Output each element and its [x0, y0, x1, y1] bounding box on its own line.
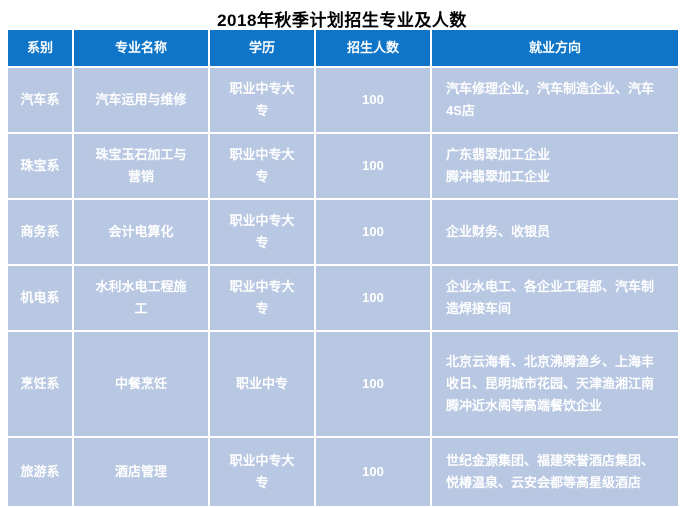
header-cell-employment: 就业方向	[432, 30, 678, 66]
cell-count: 100	[316, 438, 430, 506]
cell-degree: 职业中专大专	[210, 266, 314, 330]
header-cell-dept: 系别	[8, 30, 72, 66]
cell-major: 汽车运用与维修	[74, 68, 208, 132]
cell-employment: 企业水电工、各企业工程部、汽车制造焊接车间	[432, 266, 678, 330]
header-cell-count: 招生人数	[316, 30, 430, 66]
cell-count: 100	[316, 134, 430, 198]
cell-dept: 机电系	[8, 266, 72, 330]
page-title: 2018年秋季计划招生专业及人数	[217, 11, 467, 30]
cell-degree: 职业中专	[210, 332, 314, 436]
cell-major: 珠宝玉石加工与营销	[74, 134, 208, 198]
cell-major: 中餐烹饪	[74, 332, 208, 436]
cell-major: 酒店管理	[74, 438, 208, 506]
cell-major: 会计电算化	[74, 200, 208, 264]
cell-count: 100	[316, 68, 430, 132]
cell-count: 100	[316, 200, 430, 264]
cell-employment: 北京云海肴、北京沸腾渔乡、上海丰收日、昆明城市花园、天津渔湘江南 腾冲近水阁等高…	[432, 332, 678, 436]
cell-dept: 烹饪系	[8, 332, 72, 436]
cell-count: 100	[316, 332, 430, 436]
cell-dept: 汽车系	[8, 68, 72, 132]
cell-employment: 汽车修理企业，汽车制造企业、汽车4S店	[432, 68, 678, 132]
enrollment-table: 系别 专业名称 学历 招生人数 就业方向 汽车系 汽车运用与维修 职业中专大专 …	[8, 30, 678, 506]
cell-degree: 职业中专大专	[210, 134, 314, 198]
cell-degree: 职业中专大专	[210, 68, 314, 132]
cell-degree: 职业中专大专	[210, 200, 314, 264]
header-cell-degree: 学历	[210, 30, 314, 66]
cell-employment: 企业财务、收银员	[432, 200, 678, 264]
cell-dept: 珠宝系	[8, 134, 72, 198]
cell-degree: 职业中专大专	[210, 438, 314, 506]
cell-major: 水利水电工程施工	[74, 266, 208, 330]
header-cell-major: 专业名称	[74, 30, 208, 66]
cell-dept: 旅游系	[8, 438, 72, 506]
cell-employment: 世纪金源集团、福建荣誉酒店集团、悦椿温泉、云安会都等高星级酒店	[432, 438, 678, 506]
cell-employment: 广东翡翠加工企业 腾冲翡翠加工企业	[432, 134, 678, 198]
cell-count: 100	[316, 266, 430, 330]
cell-dept: 商务系	[8, 200, 72, 264]
